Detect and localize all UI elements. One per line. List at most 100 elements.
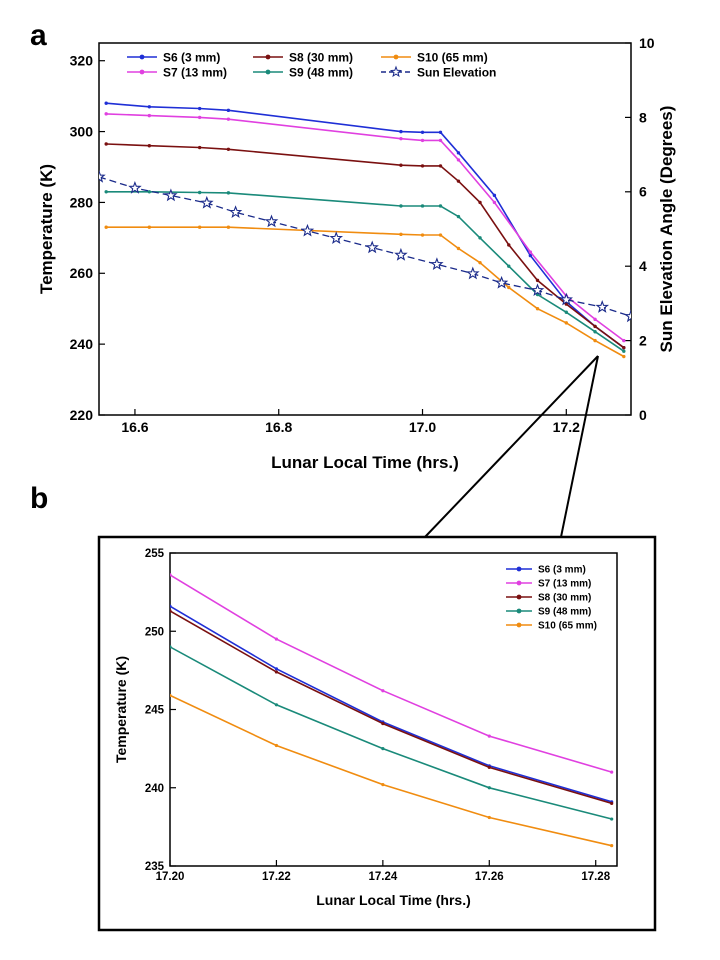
series-s9-48-mm-point [456,214,461,219]
zoom-box [97,535,657,932]
series-sun-elevation-point [365,240,379,254]
y-tick-label: 240 [70,336,94,352]
x-tick-label: 17.2 [553,419,580,435]
series-s10-65-mm-point [593,338,597,343]
series-s9-48-mm-point [478,236,482,240]
legend-label: S6 (3 mm) [538,565,586,576]
series-s10-65-mm-point [564,321,568,325]
legend-label: S7 (13 mm) [163,65,227,79]
series-s10-65-mm-point [147,225,152,229]
series-sun-elevation-point [128,181,142,194]
x-tick-label: 17.0 [409,419,436,435]
series-s6-3-mm-point [226,108,231,113]
y2-tick-label: 4 [639,258,647,274]
series-s6-3-mm-point [147,105,152,109]
y2-tick-label: 8 [639,109,647,125]
panel-label-b: b [30,482,48,515]
series-s10-65-mm-point [507,285,511,290]
series-sun-elevation-point [329,231,344,244]
series-s8-30-mm-point [622,345,626,350]
series-s7-13-mm-point [399,136,403,141]
series-s10-65-mm-point [197,225,202,229]
series-s10-65-mm-point [456,246,461,251]
panel-label-a: a [30,19,47,52]
series-sun-elevation-point [394,247,408,261]
series-s10-65-mm-point [535,307,540,311]
series-s8-30-mm-point [593,324,597,329]
x-tick-label: 17.24 [368,871,397,883]
series-s9-48-mm-point [170,645,172,649]
series-s6-3-mm-line [170,605,612,803]
y-axis-label: Temperature (K) [113,656,129,763]
series-sun-elevation-point [264,214,279,228]
series-sun-elevation-point [624,309,631,323]
series-s6-3-mm-point [170,604,172,608]
series-s7-13-mm-point [104,112,108,116]
series-s9-48-mm-point [226,191,231,195]
series-s6-3-mm-point [456,151,461,155]
legend-label: S6 (3 mm) [163,50,220,64]
series-s6-3-mm-point [274,667,279,671]
series-s8-30-mm-point [170,609,172,613]
series-s9-48-mm-point [399,204,403,208]
legend-label: Sun Elevation [417,65,496,79]
y-tick-label: 320 [70,53,94,69]
series-sun-elevation-point [300,223,315,237]
series-s10-65-mm-point [610,844,614,848]
series-sun-elevation-line [99,176,631,318]
y-axis-label: Temperature (K) [37,164,56,294]
y-tick-label: 240 [145,783,164,795]
series-s10-65-mm-point [399,232,403,237]
y2-tick-label: 2 [639,333,647,349]
series-s7-13-mm-point [593,317,597,322]
series-s9-48-mm-point [197,190,202,195]
x-tick-label: 17.22 [262,871,291,883]
x-tick-label: 17.20 [156,871,185,883]
series-s9-48-mm-point [507,264,511,268]
series-sun-elevation-point [466,266,480,280]
legend-label: S9 (48 mm) [289,65,353,79]
series-s10-65-mm-point [487,815,491,820]
series-s7-13-mm-point [610,770,614,774]
series-s8-30-mm-line [106,143,625,349]
series-s9-48-mm-point [147,190,152,194]
series-s7-13-mm-point [528,250,533,254]
series-s10-65-mm-line [170,694,612,847]
legend-label: S9 (48 mm) [538,607,591,618]
series-sun-elevation-point [494,275,509,289]
y2-axis-label: Sun Elevation Angle (Degrees) [657,106,676,353]
series-s6-3-mm-point [399,129,403,134]
x-tick-label: 16.8 [265,419,292,435]
y-tick-label: 235 [145,861,165,873]
legend-marker [516,622,522,628]
series-s10-65-mm-line [106,226,625,358]
series-group [170,573,614,848]
legend-marker [393,54,399,60]
series-s9-48-mm-point [420,204,425,208]
series-s9-48-mm-point [274,703,279,707]
x-tick-label: 17.28 [581,871,610,883]
series-s8-30-mm-point [438,164,443,168]
series-sun-elevation-point [200,195,214,209]
series-s8-30-mm-point [564,302,568,306]
legend-marker [516,580,522,586]
series-s8-30-mm-line [170,610,612,805]
y-tick-label: 250 [145,626,164,638]
series-s10-65-mm-point [420,233,425,237]
legend-marker [389,65,403,78]
series-s8-30-mm-point [226,147,231,151]
zoom-connector-left [424,355,599,538]
series-s7-13-mm-point [147,113,152,118]
series-sun-elevation-point [530,283,545,297]
series-s8-30-mm-point [535,278,540,283]
series-s9-48-mm-point [104,190,108,194]
x-tick-label: 17.26 [475,871,504,883]
series-s9-48-mm-point [610,817,614,821]
series-s6-3-mm-point [492,193,497,198]
x-axis-label: Lunar Local Time (hrs.) [316,892,471,908]
series-s6-3-mm-point [197,106,202,111]
series-s9-48-mm-point [487,786,491,790]
legend-label: S8 (30 mm) [538,593,591,604]
series-s8-30-mm-point [456,179,461,183]
